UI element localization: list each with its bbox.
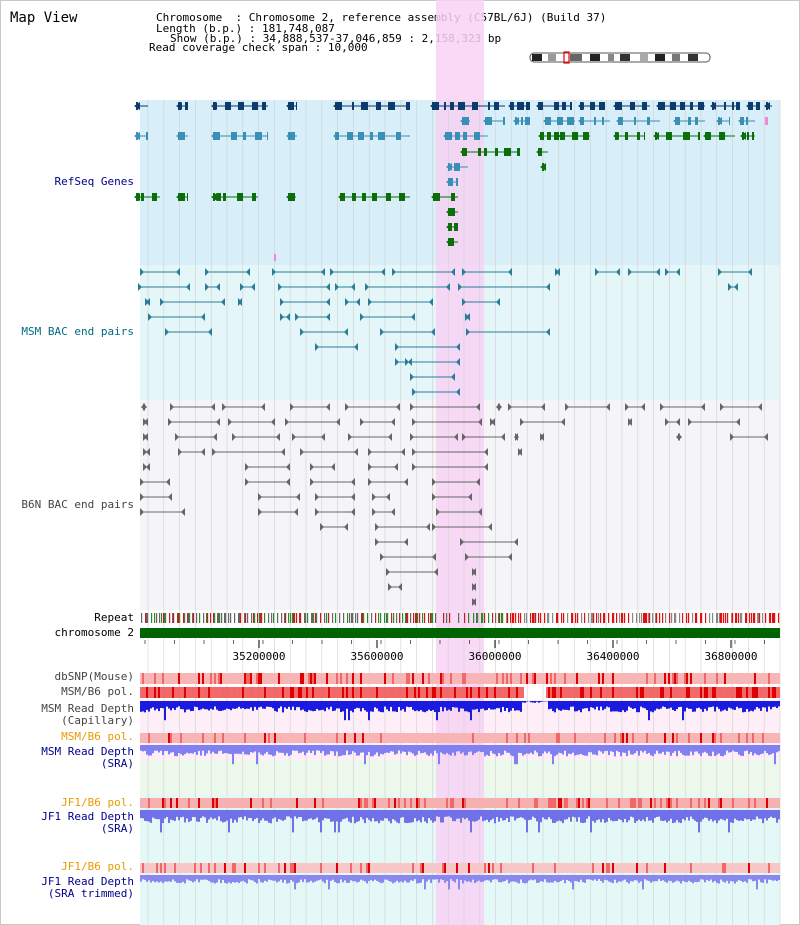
ruler-tick-label: 36000000	[469, 650, 522, 663]
info-value: Chromosome 2, reference assembly (C57BL/…	[248, 11, 607, 24]
track-label-msm-bac[interactable]: MSM BAC end pairs	[21, 325, 134, 338]
highlight-region	[436, 0, 484, 925]
info-key: Read coverage check span	[149, 41, 308, 54]
track-label-repeat[interactable]: Repeat	[94, 611, 134, 624]
track-label-dbsnp[interactable]: dbSNP(Mouse)	[54, 670, 134, 683]
info-row-length: Length (b.p.) : 181,748,087	[156, 22, 335, 35]
info-key: Show (b.p.)	[170, 32, 243, 45]
ruler-tick-label: 35200000	[233, 650, 286, 663]
repeat-track	[141, 613, 780, 623]
ruler-tick-label: 35600000	[351, 650, 404, 663]
info-key: Chromosome	[156, 11, 223, 24]
track-label-jf1-b6-pol-2[interactable]: JF1/B6 pol.	[61, 860, 134, 873]
track-label-chromosome: chromosome 2	[54, 626, 134, 639]
info-row-chromosome: Chromosome : Chromosome 2, reference ass…	[156, 11, 607, 24]
track-label-msm-depth-sra[interactable]: MSM Read Depth	[41, 745, 134, 758]
page-title: Map View	[10, 10, 78, 26]
info-row-span: Read coverage check span : 10,000	[149, 41, 368, 54]
position-ruler: 35200000 35600000 36000000 36400000 36800000	[144, 640, 765, 663]
track-label-jf1-depth-sra-sub: (SRA)	[100, 822, 134, 835]
track-label-jf1-b6-pol[interactable]: JF1/B6 pol.	[61, 796, 134, 809]
track-label-jf1-depth-sra[interactable]: JF1 Read Depth	[41, 810, 134, 823]
read-depth-tracks	[140, 701, 780, 890]
track-label-msm-depth-cap[interactable]: MSM Read Depth	[41, 702, 134, 715]
track-label-jf1-depth-trim-sub: (SRA trimmed)	[47, 887, 134, 900]
refseq-genes-glyphs	[134, 102, 772, 261]
b6n-bac-glyphs	[140, 403, 768, 606]
info-value: 10,000	[327, 41, 368, 54]
track-label-msm-depth-cap-sub: (Capillary)	[61, 714, 134, 727]
ruler-tick-label: 36400000	[587, 650, 640, 663]
info-value: 181,748,087	[261, 22, 335, 35]
chromosome-bar	[140, 628, 780, 638]
track-label-msm-b6-pol[interactable]: MSM/B6 pol.	[61, 685, 134, 698]
polymorphism-heat-tracks	[140, 673, 780, 873]
info-key: Length (b.p.)	[156, 22, 243, 35]
track-label-refseq[interactable]: RefSeq Genes	[54, 175, 134, 188]
track-label-jf1-depth-trim[interactable]: JF1 Read Depth	[41, 875, 134, 888]
track-label-b6n-bac[interactable]: B6N BAC end pairs	[21, 498, 134, 511]
ruler-tick-label: 36800000	[705, 650, 758, 663]
grid-lines	[147, 100, 781, 925]
msm-bac-glyphs	[138, 268, 752, 396]
track-label-msm-depth-sra-sub: (SRA)	[100, 757, 134, 770]
track-label-msm-b6-pol-2[interactable]: MSM/B6 pol.	[61, 730, 134, 743]
chromosome-ideogram	[529, 51, 711, 64]
